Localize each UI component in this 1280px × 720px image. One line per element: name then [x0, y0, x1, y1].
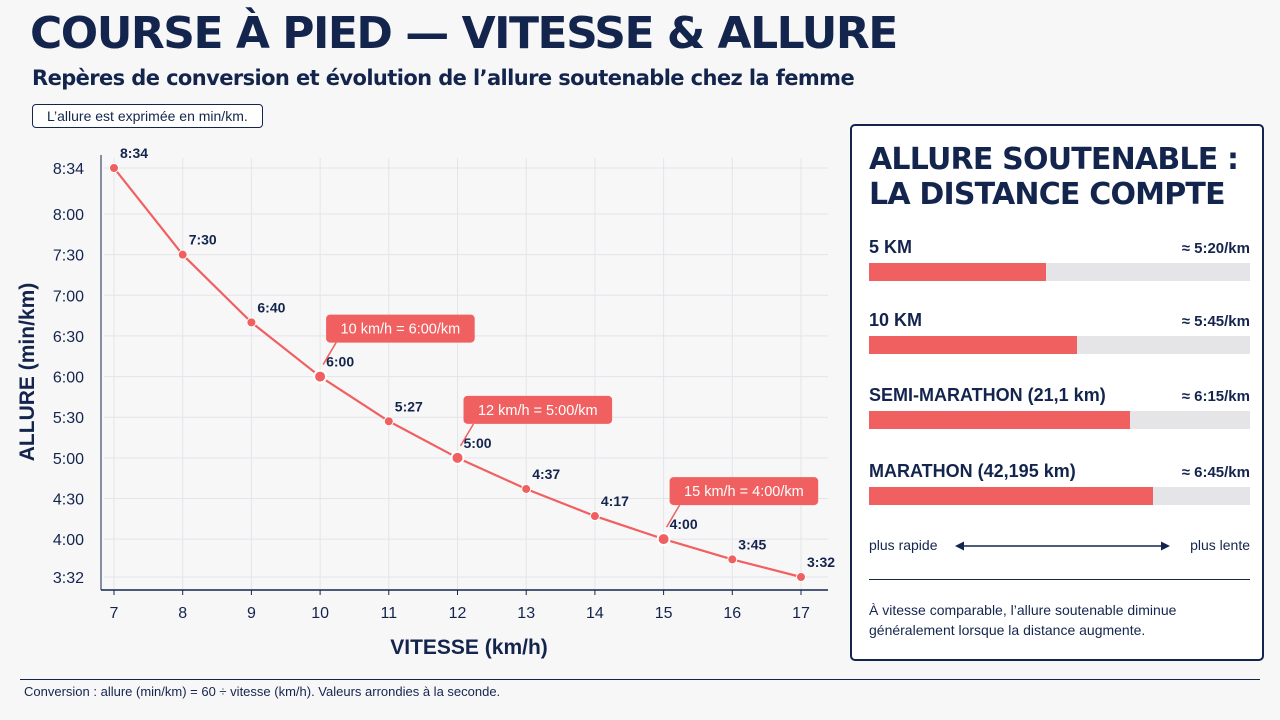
distance-panel: ALLURE SOUTENABLE : LA DISTANCE COMPTE 5… [850, 124, 1264, 661]
panel-title: ALLURE SOUTENABLE : LA DISTANCE COMPTE [869, 142, 1249, 212]
scale-fast-label: plus rapide [869, 537, 938, 553]
data-label: 8:34 [120, 145, 148, 161]
y-tick-label: 6:00 [53, 370, 84, 387]
data-point [521, 483, 532, 494]
data-label: 6:40 [257, 299, 285, 315]
pace-bar-fill [869, 336, 1077, 354]
data-point [727, 554, 738, 565]
x-tick-label: 9 [247, 605, 256, 622]
pace-bar-fill [869, 411, 1130, 429]
data-label: 3:45 [738, 536, 766, 552]
pace-bar-value: ≈ 6:45/km [1181, 464, 1250, 481]
callout-leader [322, 342, 337, 365]
pace-bar-track [869, 487, 1250, 505]
pace-bar-10km: 10 KM ≈ 5:45/km [869, 310, 1250, 354]
y-tick-label: 4:30 [53, 491, 84, 508]
x-tick-label: 15 [655, 605, 673, 622]
data-label: 4:17 [601, 493, 629, 509]
data-point [313, 369, 328, 384]
callout-label: 15 km/h = 4:00/km [684, 484, 804, 500]
pace-scale: plus rapide plus lente [869, 537, 1250, 557]
panel-divider [869, 579, 1250, 580]
data-point [383, 416, 394, 427]
double-arrow-icon [955, 541, 1170, 551]
pace-chart: 7 8 9 10 11 12 13 14 15 16 17 3:32 4:00 4:30 5:00 5:30 6… [16, 145, 835, 659]
footer-note: Conversion : allure (min/km) = 60 ÷ vite… [24, 684, 501, 699]
chart-series [109, 163, 806, 582]
panel-title-line-1: ALLURE SOUTENABLE : [869, 142, 1239, 177]
pace-bar-label: 5 KM [869, 237, 913, 257]
data-label: 5:00 [464, 435, 492, 451]
pace-bar-fill [869, 487, 1153, 505]
pace-bar-track [869, 411, 1250, 429]
panel-explanation: À vitesse comparable, l’allure soutenabl… [869, 602, 1177, 638]
x-tick-label: 14 [586, 605, 604, 622]
x-tick-label: 13 [517, 605, 535, 622]
pace-bar-label: 10 KM [869, 310, 923, 330]
x-tick-label: 11 [380, 605, 397, 622]
unit-note: L’allure est exprimée en min/km. [32, 104, 263, 128]
chart-labels: 8:34 7:30 6:40 6:00 5:27 5:00 4:37 4:17 4:00 3:45… [120, 145, 835, 570]
data-point [589, 511, 600, 522]
pace-bar-semi-marathon: SEMI-MARATHON (21,1 km) ≈ 6:15/km [869, 385, 1250, 429]
data-point [246, 317, 257, 328]
x-tick-label: 10 [311, 605, 329, 622]
pace-bar-value: ≈ 5:45/km [1181, 313, 1250, 330]
x-tick-label: 8 [178, 605, 187, 622]
x-tick-label: 16 [723, 605, 741, 622]
y-tick-label: 4:00 [53, 532, 84, 549]
callout-label: 10 km/h = 6:00/km [341, 322, 461, 338]
y-tick-label: 7:00 [53, 288, 84, 305]
pace-bar-marathon: MARATHON (42,195 km) ≈ 6:45/km [869, 461, 1250, 505]
data-label: 5:27 [395, 398, 423, 414]
y-tick-label: 3:32 [53, 570, 84, 587]
pace-bar-5km: 5 KM ≈ 5:20/km [869, 237, 1250, 281]
data-point [109, 163, 119, 173]
pace-bar-track [869, 263, 1250, 281]
data-point [656, 532, 671, 547]
data-label: 4:00 [670, 516, 698, 532]
callout-box [463, 395, 613, 424]
data-point [450, 450, 465, 465]
scale-slow-label: plus lente [1190, 537, 1250, 553]
data-label: 3:32 [807, 554, 835, 570]
y-tick-label: 6:30 [53, 329, 84, 346]
y-tick-label: 8:00 [53, 207, 84, 224]
y-tick-label: 5:00 [53, 451, 84, 468]
callout-leader [459, 423, 475, 447]
data-point [796, 572, 806, 582]
pace-bar-label: MARATHON (42,195 km) [869, 461, 1076, 481]
pace-bar-label: SEMI-MARATHON (21,1 km) [869, 385, 1106, 405]
page-subtitle: Repères de conversion et évolution de l’… [32, 66, 855, 90]
y-axis-title: ALLURE (min/km) [16, 283, 39, 462]
data-label: 4:37 [532, 466, 560, 482]
pace-bar-value: ≈ 6:15/km [1181, 388, 1250, 405]
panel-title-line-2: LA DISTANCE COMPTE [869, 177, 1226, 212]
y-tick-label: 8:34 [53, 161, 84, 178]
data-point [177, 249, 188, 260]
callout-leader [665, 504, 681, 528]
pace-bar-track [869, 336, 1250, 354]
data-label: 6:00 [326, 354, 354, 370]
data-label: 7:30 [189, 232, 217, 248]
chart-axes: 7 8 9 10 11 12 13 14 15 16 17 3:32 4:00 4:30 5:00 5:30 6… [53, 155, 828, 622]
callout-box [669, 477, 819, 506]
pace-bar-value: ≈ 5:20/km [1181, 240, 1250, 257]
chart-grid [104, 158, 828, 589]
pace-bar-fill [869, 263, 1047, 281]
y-tick-label: 7:30 [53, 248, 84, 265]
x-tick-label: 7 [110, 605, 119, 622]
x-tick-label: 17 [792, 605, 810, 622]
page-title: COURSE À PIED — VITESSE & ALLURE [30, 8, 898, 59]
x-axis-title: VITESSE (km/h) [390, 636, 548, 659]
y-tick-label: 5:30 [53, 410, 84, 427]
x-tick-label: 12 [449, 605, 467, 622]
callout-label: 12 km/h = 5:00/km [478, 403, 598, 419]
callout-box [326, 314, 475, 343]
footer-divider [20, 679, 1260, 680]
